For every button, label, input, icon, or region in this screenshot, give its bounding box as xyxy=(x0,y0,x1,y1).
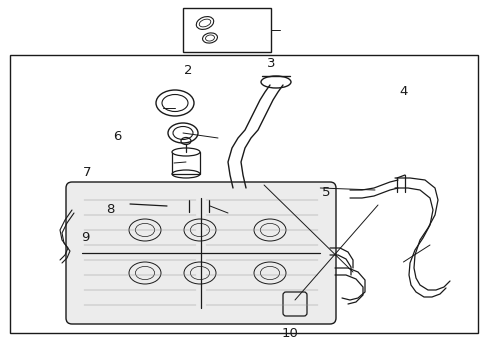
Ellipse shape xyxy=(172,148,200,156)
Text: 3: 3 xyxy=(266,57,275,69)
Text: 7: 7 xyxy=(82,166,91,179)
Text: 2: 2 xyxy=(183,64,192,77)
Bar xyxy=(172,152,200,174)
Bar xyxy=(10,55,477,333)
FancyBboxPatch shape xyxy=(66,182,335,324)
Bar xyxy=(167,198,189,214)
Text: 5: 5 xyxy=(322,186,330,199)
Text: 4: 4 xyxy=(398,85,407,98)
Bar xyxy=(183,8,270,52)
Text: 8: 8 xyxy=(105,203,114,216)
Text: 9: 9 xyxy=(81,231,90,244)
Bar xyxy=(189,200,208,212)
Text: 10: 10 xyxy=(281,327,298,340)
Text: 6: 6 xyxy=(113,130,122,143)
Text: 1: 1 xyxy=(237,7,246,20)
